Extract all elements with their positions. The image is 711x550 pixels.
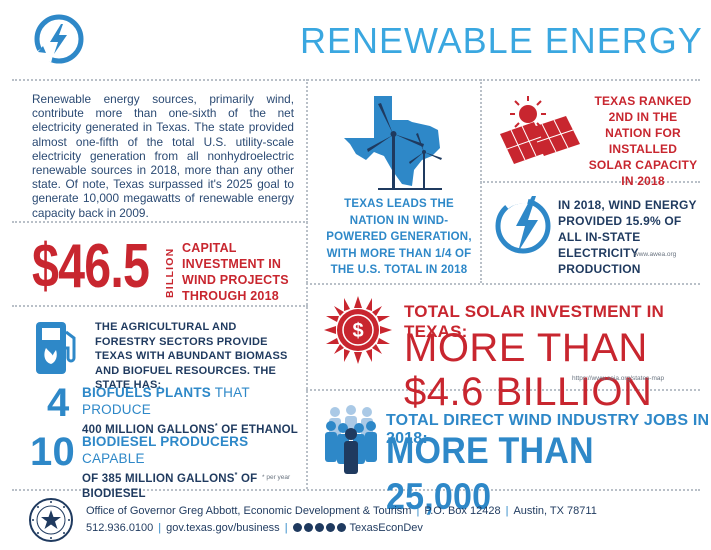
- page-title: RENEWABLE ENERGY: [300, 20, 703, 61]
- solar-investment-source: https://www.seia.org/states-map: [572, 375, 665, 382]
- svg-text:$: $: [352, 320, 363, 342]
- biodiesel-producers-product: OF BIODIESEL: [82, 472, 258, 500]
- divider-right-mid: [480, 181, 700, 183]
- divider-top: [12, 79, 700, 81]
- texas-governor-seal: [28, 497, 74, 543]
- footer-address-line: Office of Governor Greg Abbott, Economic…: [86, 505, 597, 517]
- biofuels-plants-amount: 400 MILLION GALLONS: [82, 423, 215, 436]
- solar-investment-value: MORE THAN $4.6 BILLION: [404, 326, 653, 414]
- intro-paragraph: Renewable energy sources, primarily wind…: [32, 92, 294, 220]
- power-icon: [32, 12, 86, 66]
- wind-capital-unit: BILLION: [160, 240, 178, 300]
- biofuels-plants-label-rest: THAT PRODUCE: [82, 385, 250, 417]
- footer-phone[interactable]: 512.936.0100: [86, 522, 154, 534]
- biofuel-pump-icon: [32, 318, 80, 376]
- divider-bottom: [12, 489, 700, 491]
- solar-investment-heading: TOTAL SOLAR INVESTMENT IN TEXAS:: [404, 302, 665, 341]
- linkedin-icon[interactable]: [336, 523, 346, 532]
- biofuels-plants-product: OF ETHANOL: [217, 423, 298, 436]
- instagram-icon[interactable]: [314, 523, 324, 532]
- divider-center-low: [306, 389, 700, 391]
- wind-share-text: IN 2018, WIND ENERGY PROVIDED 15.9% OF A…: [558, 198, 697, 276]
- per-year-footnote: * per year: [262, 474, 291, 481]
- footer-po-box: P.O. Box 12428: [424, 505, 501, 517]
- texas-wind-turbines-icon: [338, 90, 458, 192]
- jobs-value: MORE THAN 25,000: [386, 430, 594, 517]
- biodiesel-producers-text: BIODIESEL PRODUCERS CAPABLE OF 385 MILLI…: [82, 434, 304, 502]
- biofuels-plants-label: BIOFUELS PLANTS: [82, 385, 212, 400]
- agriculture-text: THE AGRICULTURAL AND FORESTRY SECTORS PR…: [95, 321, 288, 391]
- solar-panel-icon: [494, 92, 582, 166]
- biofuels-plants-count: 4: [47, 381, 70, 425]
- youtube-icon[interactable]: [325, 523, 335, 532]
- biodiesel-producers-amount: OF 385 MILLION GALLONS: [82, 472, 235, 485]
- facebook-icon[interactable]: [303, 523, 313, 532]
- footer-contact-line: 512.936.0100 | gov.texas.gov/business | Texa…: [86, 522, 423, 534]
- footer-city: Austin, TX 78711: [513, 505, 597, 517]
- twitter-icon[interactable]: [292, 523, 302, 532]
- divider-v3: [306, 283, 308, 489]
- divider-left-low: [12, 305, 308, 307]
- workers-group-icon: [322, 402, 380, 476]
- biofuels-plants-footnote-mark: *: [214, 423, 218, 430]
- wind-capital-value: $46.5: [32, 232, 150, 301]
- biodiesel-producers-count: 10: [30, 430, 75, 474]
- divider-left-mid: [12, 221, 308, 223]
- solar-rank-text: TEXAS RANKED 2ND IN THE NATION FOR INSTA…: [588, 94, 698, 188]
- biodiesel-producers-label: BIODIESEL PRODUCERS: [82, 434, 249, 449]
- divider-v1: [306, 79, 308, 283]
- footer-office: Office of Governor Greg Abbott, Economic…: [86, 505, 412, 517]
- biodiesel-producers-footnote-mark: *: [234, 472, 238, 479]
- jobs-heading: TOTAL DIRECT WIND INDUSTRY JOBS IN 2018:: [386, 412, 710, 447]
- wind-capital-label: CAPITAL INVESTMENT IN WIND PROJECTS THRO…: [182, 241, 289, 303]
- dollar-sun-icon: $: [322, 294, 394, 366]
- texas-wind-leadership-text: TEXAS LEADS THE NATION IN WIND-POWERED G…: [326, 198, 472, 276]
- lightning-bolt-icon: [492, 190, 554, 260]
- footer-social-handle[interactable]: TexasEconDev: [349, 522, 423, 534]
- biofuels-plants-text: BIOFUELS PLANTS THAT PRODUCE 400 MILLION…: [82, 385, 302, 438]
- wind-capital-unit-text: BILLION: [164, 248, 176, 298]
- wind-share-source: www.awea.org: [634, 251, 677, 258]
- divider-center: [306, 283, 700, 285]
- biodiesel-producers-label-rest: CAPABLE: [82, 451, 145, 466]
- footer-website-link[interactable]: gov.texas.gov/business: [166, 522, 280, 534]
